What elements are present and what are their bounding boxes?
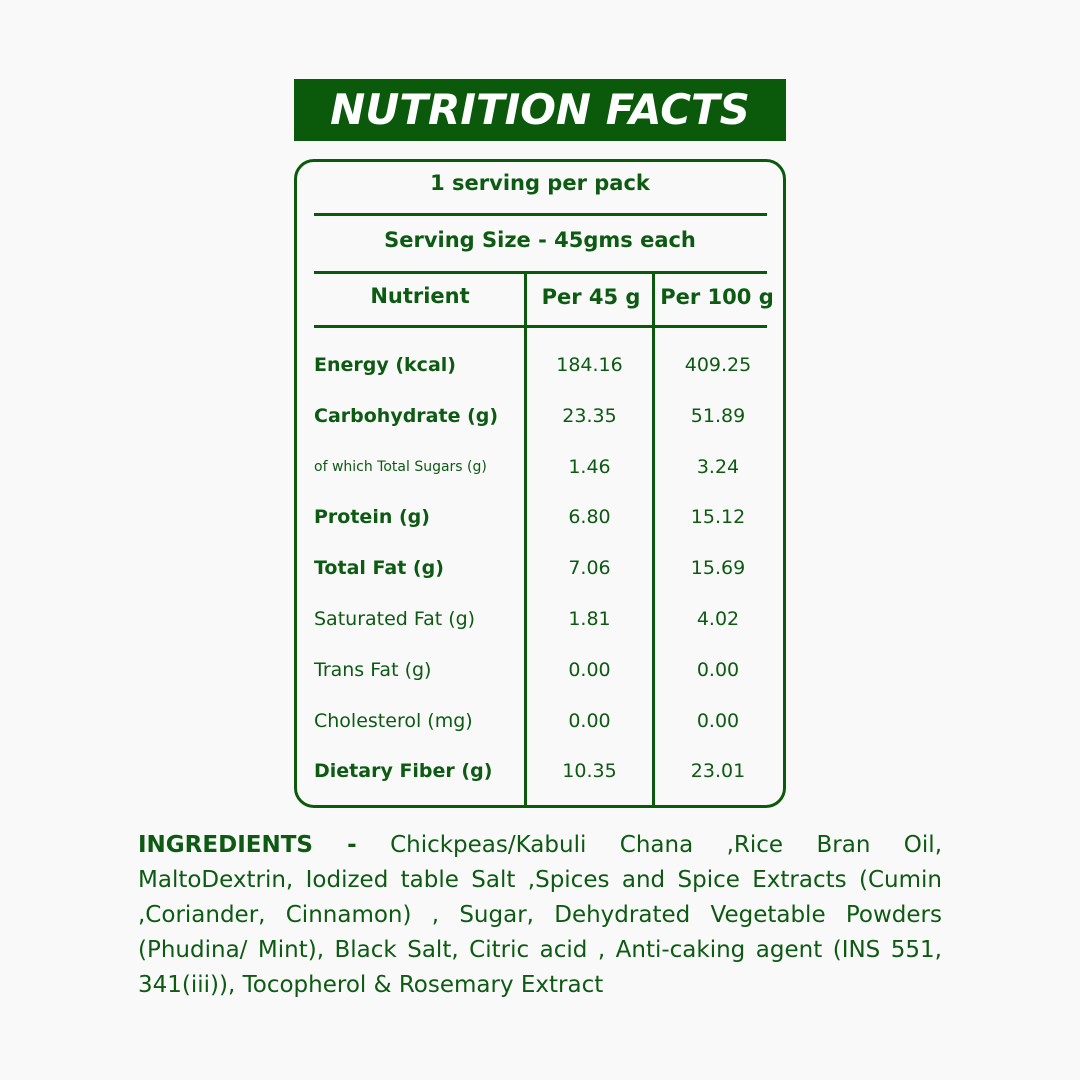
ingredients: INGREDIENTS - Chickpeas/Kabuli Chana ,Ri…	[138, 828, 942, 1003]
value-per-100g: 51.89	[690, 404, 746, 427]
value-per-100g: 0.00	[696, 658, 740, 681]
column-divider	[524, 272, 527, 806]
value-per-100g: 409.25	[684, 354, 752, 376]
value-per-45g: 0.00	[568, 658, 611, 681]
table-row: Carbohydrate (g) 23.35 51.89	[314, 401, 774, 431]
value-per-45g: 1.81	[568, 608, 611, 630]
table-row: Trans Fat (g) 0.00 0.00	[314, 655, 774, 685]
header-per-45g: Per 45 g	[541, 285, 641, 309]
nutrient-name: of which Total Sugars (g)	[314, 458, 487, 475]
nutrition-table	[294, 159, 786, 808]
table-row: Dietary Fiber (g) 10.35 23.01	[314, 756, 774, 786]
servings-per-pack: 1 serving per pack	[430, 171, 650, 195]
table-row: Cholesterol (mg) 0.00 0.00	[314, 706, 774, 736]
title-banner: NUTRITION FACTS	[294, 79, 786, 141]
table-row: Protein (g) 6.80 15.12	[314, 502, 774, 532]
header-per-100g: Per 100 g	[660, 285, 774, 309]
table-row: Energy (kcal) 184.16 409.25	[314, 350, 774, 380]
value-per-100g: 15.69	[690, 557, 746, 580]
value-per-100g: 23.01	[690, 760, 746, 783]
nutrient-name: Dietary Fiber (g)	[314, 760, 493, 783]
nutrient-name: Cholesterol (mg)	[314, 709, 473, 732]
table-row: of which Total Sugars (g) 1.46 3.24	[314, 452, 774, 482]
value-per-100g: 3.24	[696, 455, 740, 478]
ingredients-text: Chickpeas/Kabuli Chana ,Rice Bran Oil, M…	[138, 832, 943, 998]
ingredients-label: INGREDIENTS -	[138, 832, 357, 858]
divider	[314, 325, 767, 328]
value-per-100g: 0.00	[696, 709, 740, 732]
divider	[314, 271, 767, 274]
nutrient-name: Saturated Fat (g)	[314, 608, 476, 630]
nutrient-name: Total Fat (g)	[314, 557, 444, 580]
value-per-45g: 7.06	[568, 557, 611, 580]
serving-size: Serving Size - 45gms each	[384, 228, 696, 252]
value-per-45g: 184.16	[556, 354, 623, 376]
divider	[314, 213, 767, 216]
header-nutrient: Nutrient	[370, 284, 470, 308]
column-divider	[652, 272, 655, 806]
table-row: Saturated Fat (g) 1.81 4.02	[314, 604, 774, 634]
table-row: Total Fat (g) 7.06 15.69	[314, 553, 774, 583]
value-per-45g: 1.46	[568, 455, 611, 478]
nutrient-name: Carbohydrate (g)	[314, 404, 499, 427]
value-per-100g: 15.12	[690, 506, 746, 529]
value-per-100g: 4.02	[696, 608, 740, 630]
nutrient-name: Trans Fat (g)	[314, 658, 432, 681]
value-per-45g: 6.80	[568, 506, 611, 529]
value-per-45g: 10.35	[562, 760, 617, 783]
value-per-45g: 0.00	[568, 709, 611, 732]
nutrient-name: Energy (kcal)	[314, 354, 456, 376]
value-per-45g: 23.35	[562, 404, 617, 427]
nutrient-name: Protein (g)	[314, 506, 430, 529]
